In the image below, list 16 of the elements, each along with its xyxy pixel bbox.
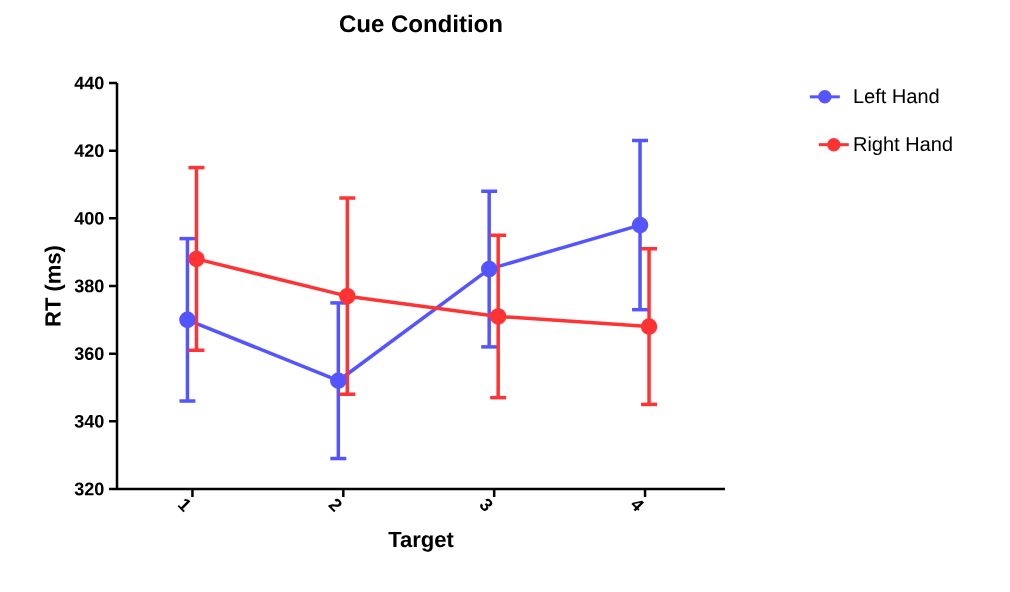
legend-label: Right Hand (854, 136, 952, 156)
x-axis-title: Target (388, 531, 454, 552)
x-tick-label: 3 (480, 498, 493, 511)
chart-title: Cue Condition (340, 14, 502, 33)
x-tick-label: 1 (177, 499, 191, 513)
y-tick-label: 440 (74, 76, 104, 90)
y-axis-title: RT (ms) (44, 246, 66, 326)
y-tick-label: 380 (74, 279, 104, 293)
x-tick-label: 4 (631, 500, 645, 512)
legend-label: Left Hand (854, 88, 939, 104)
x-tick-label: 2 (327, 498, 342, 513)
y-tick-label: 340 (74, 414, 104, 428)
y-tick-label: 360 (74, 347, 104, 361)
y-tick-label: 420 (74, 144, 104, 158)
y-tick-label: 320 (74, 482, 104, 496)
y-tick-label: 400 (74, 211, 104, 225)
